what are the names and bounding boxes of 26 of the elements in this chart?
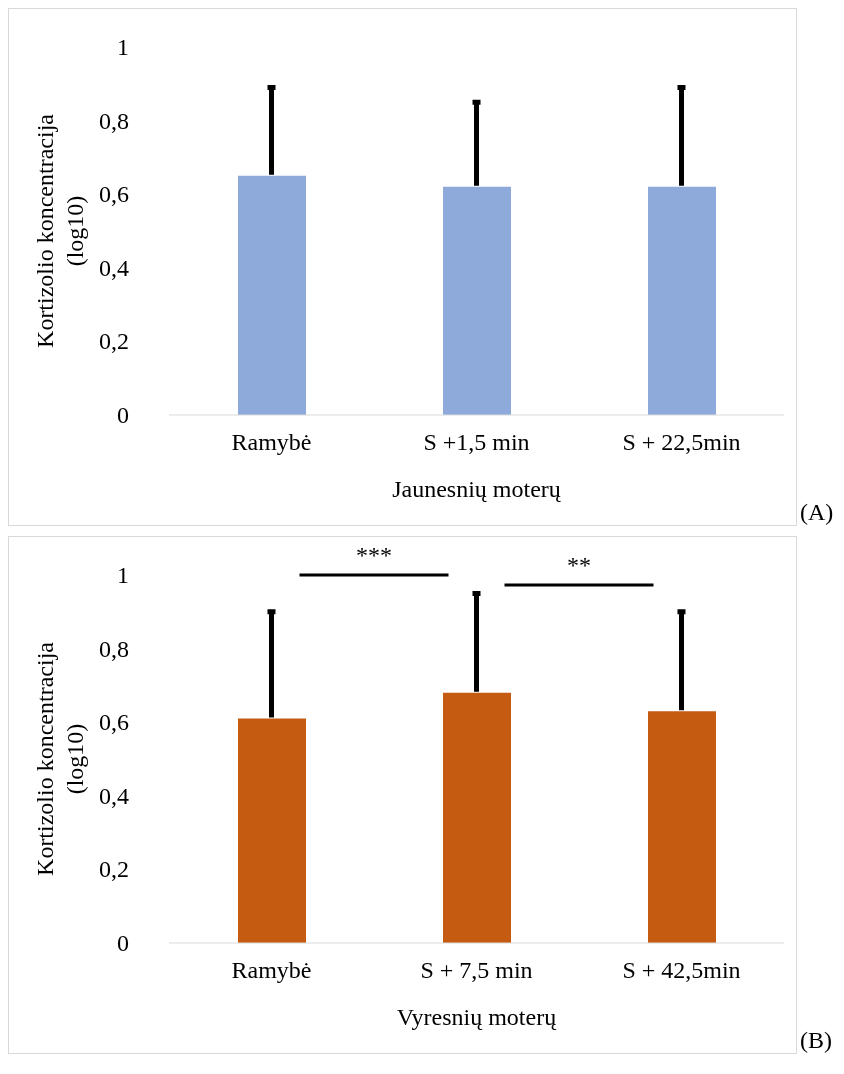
y-tick-label: 0: [117, 402, 129, 428]
y-tick-label: 0,8: [99, 635, 129, 662]
y-tick-label: 0,2: [99, 328, 129, 355]
text: ***: [356, 542, 392, 568]
x-tick-label: S + 7,5 min: [420, 957, 533, 984]
y-tick-label: 0,6: [99, 181, 129, 208]
y-tick-label: 0,4: [99, 782, 129, 809]
text: (B): [800, 1027, 832, 1054]
x-tick-label: Ramybė: [231, 429, 312, 456]
text: (A): [800, 499, 834, 526]
y-tick-label: 1: [117, 562, 129, 588]
y-tick-label: 0,2: [99, 856, 129, 883]
y-axis-title: Kortizolio koncentracija (log10): [32, 641, 88, 876]
y-tick-label: 0,6: [99, 709, 129, 736]
x-tick-label: S + 22,5min: [622, 429, 741, 456]
x-axis-title: Vyresnių moterų: [396, 1004, 558, 1030]
x-tick-label: Ramybė: [231, 957, 312, 984]
annotation: **: [567, 552, 591, 578]
y-axis-title: Kortizolio koncentracija (log10): [32, 113, 88, 348]
y-tick-label: 0,8: [99, 107, 129, 134]
x-tick-label: S +1,5 min: [423, 429, 530, 456]
y-tick-label: 0: [117, 930, 129, 956]
y-tick-label: 1: [117, 34, 129, 60]
y-tick-label: 0,4: [99, 254, 129, 281]
x-axis-title: Jaunesnių moterų: [392, 476, 562, 502]
x-tick-label: S + 42,5min: [622, 957, 741, 984]
